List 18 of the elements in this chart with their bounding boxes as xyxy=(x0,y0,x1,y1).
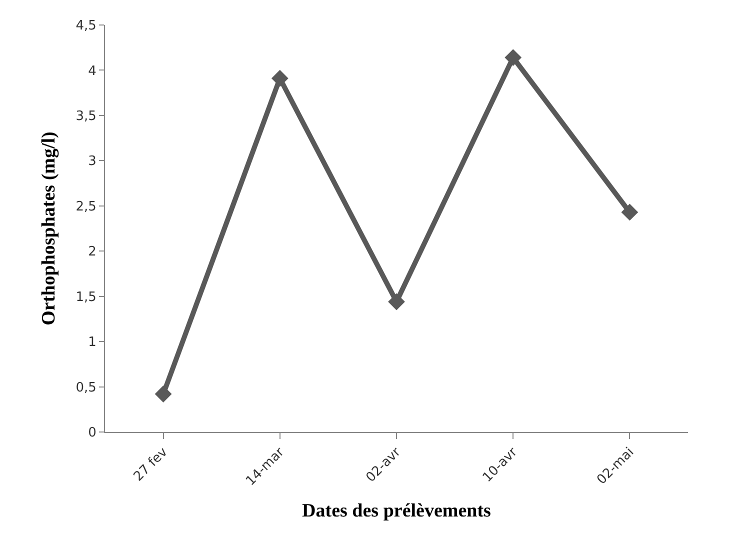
point xyxy=(504,49,522,66)
y-tick-label: 3 xyxy=(88,154,96,170)
point xyxy=(271,70,288,87)
point xyxy=(388,293,405,310)
y-tick-label: 2,5 xyxy=(76,199,96,214)
point xyxy=(621,204,638,221)
y-tick-label: 1,5 xyxy=(76,290,96,305)
y-tick-label: 0 xyxy=(88,426,96,441)
x-tick-label: 27 fev xyxy=(131,444,171,484)
y-tick-label: 2 xyxy=(88,244,96,260)
y-tick-label: 4,5 xyxy=(76,18,96,34)
y-tick-label: 4 xyxy=(88,64,96,79)
x-axis-title: Dates des prélèvements xyxy=(302,500,491,522)
point xyxy=(154,386,172,402)
y-tick-label: 1 xyxy=(88,335,96,350)
y-tick-label: 0,5 xyxy=(76,380,96,396)
y-tick-label: 3,5 xyxy=(76,108,96,124)
y-axis-title: Orthophosphates (mg/l) xyxy=(38,132,60,326)
